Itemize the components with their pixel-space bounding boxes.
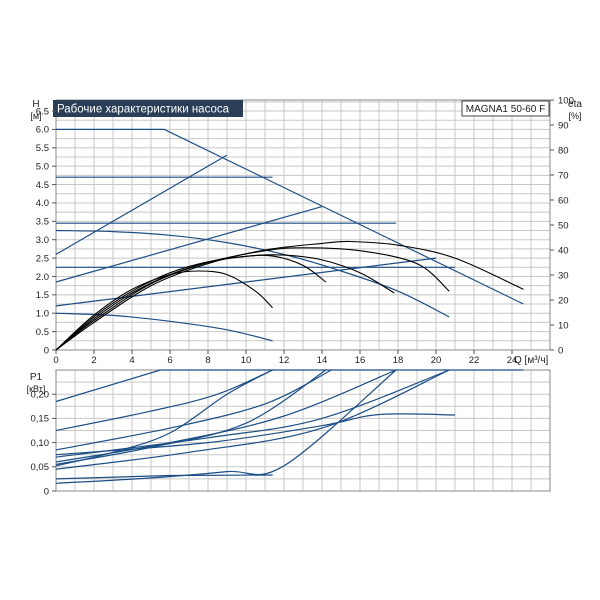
head-y-tick-label: 6.0	[36, 125, 49, 136]
head-efficiency-curve	[55, 270, 273, 351]
model-box	[461, 100, 550, 117]
chart-title: Рабочие характеристики насоса	[57, 104, 230, 116]
eta-tick-label: 30	[558, 270, 569, 281]
head-curves	[55, 128, 524, 351]
head-curve	[55, 312, 273, 342]
head-y-tick-label: 3.0	[36, 235, 49, 246]
head-grid	[56, 100, 550, 350]
power-y-tick-label: 0	[44, 486, 49, 497]
x-tick-label: 6	[167, 355, 172, 366]
head-curve	[55, 206, 323, 283]
x-tick-label: 4	[129, 355, 134, 366]
head-y-tick-label: 1.5	[36, 290, 49, 301]
eta-tick-label: 100	[558, 95, 574, 106]
power-curve	[55, 369, 450, 470]
head-y-tick-label: 0	[44, 345, 49, 356]
title-box	[53, 100, 243, 117]
power-curve	[55, 369, 273, 432]
head-axis-label: H	[32, 99, 39, 110]
eta-ticks: 0 10 20 30 40 50 60 70 80 90 100	[550, 95, 574, 356]
eta-tick-label: 0	[558, 345, 563, 356]
power-axis-label: P1	[30, 372, 43, 383]
head-curve	[56, 128, 524, 305]
eta-axis-unit: [%]	[568, 111, 581, 121]
head-y-tick-label: 4.5	[36, 180, 49, 191]
head-efficiency-curve	[55, 240, 524, 351]
power-curve	[55, 369, 397, 484]
model-label: MAGNA1 50-60 F	[466, 104, 545, 115]
x-tick-label: 22	[469, 355, 480, 366]
power-curve	[55, 413, 456, 456]
head-y-tick-label: 5.5	[36, 143, 49, 154]
head-y-tick-label: 2.0	[36, 272, 49, 283]
head-y-tick-label: 0.5	[36, 327, 49, 338]
flow-axis-label: Q [м³/ч]	[514, 355, 549, 366]
eta-tick-label: 60	[558, 195, 569, 206]
head-curve	[55, 257, 437, 307]
power-curves	[55, 369, 524, 484]
power-y-tick-label: 0,10	[31, 438, 50, 449]
eta-tick-label: 40	[558, 245, 569, 256]
power-curve	[55, 369, 327, 465]
eta-axis-label: eta	[568, 99, 582, 110]
eta-tick-label: 70	[558, 170, 569, 181]
head-y-tick-label: 5.0	[36, 161, 49, 172]
power-y-ticks: 0 0,05 0,10 0,15 0,20	[31, 390, 56, 497]
eta-tick-label: 10	[558, 320, 569, 331]
power-curve	[55, 369, 273, 467]
head-curve	[55, 229, 450, 318]
x-tick-label: 10	[241, 355, 252, 366]
power-curve	[55, 369, 450, 458]
head-y-tick-label: 3.5	[36, 217, 49, 228]
x-tick-label: 20	[431, 355, 442, 366]
x-tick-label: 18	[393, 355, 404, 366]
eta-tick-label: 80	[558, 145, 569, 156]
power-y-tick-label: 0,05	[31, 462, 50, 473]
x-ticks: 0 2 4 6 8 10 12 14 16 18 20 22 24	[53, 350, 517, 366]
x-tick-label: 12	[279, 355, 290, 366]
x-tick-label: 0	[53, 355, 58, 366]
power-y-tick-label: 0,20	[31, 390, 50, 401]
head-y-tick-label: 6.5	[36, 106, 49, 117]
power-axis-unit: [кВт]	[27, 384, 46, 394]
head-y-tick-label: 2.5	[36, 253, 49, 264]
x-tick-label: 16	[355, 355, 366, 366]
head-efficiency-curve	[55, 254, 327, 351]
power-curve	[55, 369, 332, 451]
eta-tick-label: 90	[558, 120, 569, 131]
eta-tick-label: 50	[558, 220, 569, 231]
head-y-ticks: 0 0.5 1.0 1.5 2.0 2.5 3.0 3.5 4.0 4.5 5.0 5.5 6.0 6.5	[36, 106, 56, 356]
x-tick-label: 2	[91, 355, 96, 366]
head-y-tick-label: 1.0	[36, 309, 49, 320]
power-grid	[56, 369, 550, 491]
eta-tick-label: 20	[558, 295, 569, 306]
x-tick-label: 14	[317, 355, 328, 366]
power-curve	[55, 369, 524, 403]
power-y-tick-label: 0,15	[31, 414, 50, 425]
head-y-tick-label: 4.0	[36, 198, 49, 209]
power-curve	[55, 474, 273, 480]
head-efficiency-curve	[55, 254, 395, 351]
x-tick-label: 8	[205, 355, 210, 366]
head-curve	[55, 154, 228, 255]
head-efficiency-curve	[55, 247, 450, 351]
x-tick-label: 24	[507, 355, 518, 366]
head-axis-unit: [м]	[30, 111, 41, 121]
